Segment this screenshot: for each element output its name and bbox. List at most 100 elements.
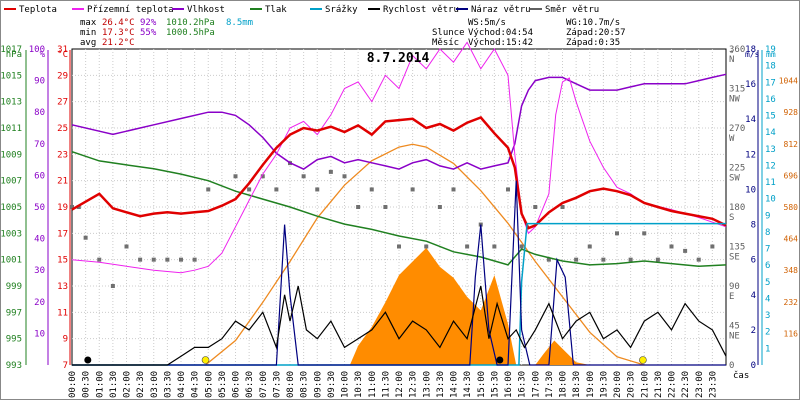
time-tick: 13:30 [436,371,446,398]
mm-tick: 11 [765,178,776,188]
stats-temp: 21.2°C [102,38,135,48]
time-tick: 22:00 [668,371,678,398]
moon-marker [84,356,92,364]
temp-tick: 23 [57,150,68,160]
solar-tick: 812 [784,140,799,149]
temp-tick: 9 [63,335,68,345]
hpa-tick: 1009 [0,150,22,160]
ground-temperature-line [71,41,727,274]
time-tick: 10:30 [354,371,364,398]
wind-direction-point [437,205,442,209]
time-tick: 03:00 [150,371,160,398]
wind-direction-point [233,174,238,179]
wind-direction-point [70,205,74,209]
sun-set: Západ:20:57 [566,28,626,38]
ms-tick: 6 [751,256,756,266]
wind-direction-point [533,205,538,209]
deg-tick: 0 [729,361,734,371]
moon-marker [496,356,504,364]
solar-tick: 232 [784,298,799,307]
time-tick: 16:00 [504,371,514,398]
time-tick: 12:30 [409,371,419,398]
ms-tick: 10 [745,185,756,195]
mm-tick: 6 [765,261,770,271]
deg-dir-tick: E [729,292,734,302]
stats-temp: 26.4°C [102,18,135,28]
wind-direction-point [138,257,143,262]
time-tick: 04:00 [177,371,187,398]
stats-humidity: 92% [140,18,157,28]
hpa-tick: 1005 [0,203,22,213]
pct-axis-label: % [40,50,46,60]
stats-key: min [80,28,96,38]
sun-marker [201,356,210,364]
time-tick: 05:30 [218,371,228,398]
time-tick: 15:30 [490,371,500,398]
mm-tick: 14 [765,128,776,138]
wind-direction-point [696,257,701,262]
deg-dir-tick: S [729,213,734,223]
wind-direction-point [83,235,88,240]
deg-tick: 270 [729,124,745,134]
sun-marker [639,356,647,364]
hpa-tick: 993 [6,361,22,371]
deg-dir-tick: NE [729,332,740,342]
hpa-tick: 1003 [0,229,22,239]
ms-tick: 18 [745,45,756,55]
stats-key: avg [80,38,96,48]
hpa-tick: 1015 [0,71,22,81]
pct-tick: 50 [34,203,45,213]
wind-direction-point [97,257,102,262]
ms-tick: 2 [751,326,756,336]
time-tick: 01:00 [95,371,105,398]
time-tick: 03:30 [163,371,173,398]
wind-direction-point [192,257,197,262]
wind-direction-point [683,248,688,253]
wind-direction-point [424,244,429,249]
wind-direction-point [342,174,347,179]
sun-label: Slunce [432,28,465,38]
wind-ws: WS:5m/s [468,18,506,28]
solar-tick: 116 [784,329,799,338]
temp-tick: 13 [57,282,68,292]
time-tick: 09:30 [327,371,337,398]
mm-tick: 18 [765,62,776,72]
deg-tick: 315 [729,85,745,95]
time-tick: 13:00 [422,371,432,398]
solar-tick: 464 [784,235,799,244]
wind-direction-point [710,244,715,249]
time-tick: 12:00 [395,371,405,398]
time-tick: 19:00 [586,371,596,398]
time-tick: 17:00 [531,371,541,398]
mm-tick: 15 [765,112,776,122]
temp-tick: 25 [57,124,68,134]
wind-direction-point [369,187,374,192]
time-tick: 22:30 [681,371,691,398]
temp-tick: 11 [57,308,68,318]
ms-tick: 16 [745,80,756,90]
wind-direction-point [642,231,647,236]
wind-direction-point [506,187,510,192]
stats-pressure: 1010.2hPa [166,18,215,28]
deg-tick: 90 [729,282,740,292]
time-tick: 14:30 [463,371,473,398]
temp-tick: 27 [57,98,68,108]
ms-tick: 4 [751,291,756,301]
time-tick: 07:30 [272,371,282,398]
wind-direction-point [410,187,415,192]
sun-rise: Východ:04:54 [468,28,533,38]
pct-tick: 30 [34,266,45,276]
time-tick: 07:00 [259,371,269,398]
moon-rise: Východ:15:42 [468,38,533,48]
wind-direction-point [356,205,361,209]
temp-tick: 31 [57,45,68,55]
legend-label: Vlhkost [187,5,225,15]
legend-label: Směr větru [545,5,599,15]
wind-direction-point [110,284,115,288]
ms-tick: 12 [745,150,756,160]
temp-tick: 29 [57,71,68,81]
time-tick: 23:00 [695,371,705,398]
stats-humidity: 55% [140,28,157,38]
wind-direction-point [247,187,252,192]
mm-tick: 7 [765,245,770,255]
